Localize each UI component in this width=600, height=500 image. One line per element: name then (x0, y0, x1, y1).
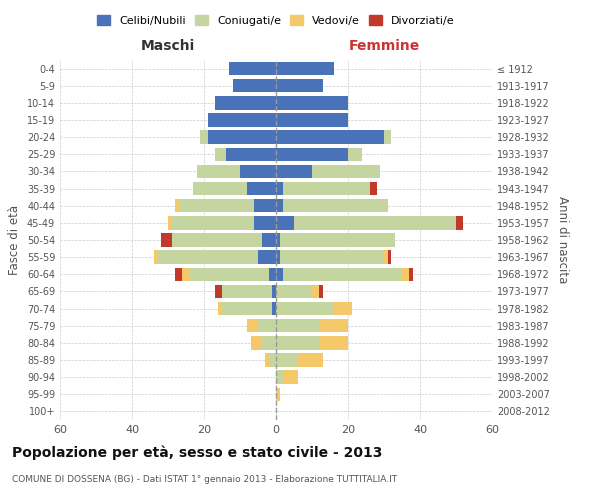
Bar (276, 268, 283, 281)
Bar (154, 250, 157, 264)
Bar (240, 164, 276, 178)
Bar (200, 130, 208, 144)
Bar (190, 268, 269, 281)
Bar (276, 148, 348, 161)
Bar (254, 216, 276, 230)
Text: Femmine: Femmine (349, 39, 419, 53)
Bar (172, 234, 262, 246)
Bar (193, 182, 247, 196)
Bar (272, 284, 276, 298)
Legend: Celibi/Nubili, Coniugati/e, Vedovi/e, Divorziati/e: Celibi/Nubili, Coniugati/e, Vedovi/e, Di… (93, 10, 459, 30)
Bar (175, 199, 179, 212)
Bar (276, 79, 323, 92)
Bar (262, 336, 276, 349)
Bar (215, 284, 222, 298)
Bar (233, 79, 276, 92)
Bar (229, 62, 276, 76)
Bar (312, 164, 380, 178)
Bar (294, 216, 456, 230)
Bar (283, 370, 298, 384)
Y-axis label: Fasce di età: Fasce di età (8, 205, 21, 275)
Bar (208, 130, 276, 144)
Bar (334, 302, 352, 316)
Bar (319, 336, 348, 349)
Bar (280, 250, 384, 264)
Bar (370, 182, 377, 196)
Bar (269, 354, 276, 366)
Bar (456, 216, 463, 230)
Bar (276, 182, 283, 196)
Bar (172, 216, 254, 230)
Bar (276, 114, 348, 126)
Bar (276, 302, 334, 316)
Bar (402, 268, 409, 281)
Bar (258, 250, 276, 264)
Bar (283, 268, 402, 281)
Bar (276, 216, 294, 230)
Bar (226, 148, 276, 161)
Bar (247, 182, 276, 196)
Bar (319, 284, 323, 298)
Bar (312, 284, 319, 298)
Bar (276, 234, 280, 246)
Bar (161, 234, 172, 246)
Bar (265, 354, 269, 366)
Bar (157, 250, 258, 264)
Bar (215, 96, 276, 110)
Bar (276, 388, 280, 401)
Text: Maschi: Maschi (141, 39, 195, 53)
Bar (197, 164, 240, 178)
Bar (276, 199, 283, 212)
Bar (276, 336, 319, 349)
Bar (175, 268, 182, 281)
Bar (276, 130, 384, 144)
Bar (182, 268, 190, 281)
Bar (168, 216, 172, 230)
Bar (251, 336, 262, 349)
Bar (384, 130, 391, 144)
Bar (215, 148, 226, 161)
Bar (276, 284, 312, 298)
Bar (222, 302, 272, 316)
Bar (388, 250, 391, 264)
Bar (247, 319, 258, 332)
Bar (269, 268, 276, 281)
Bar (179, 199, 254, 212)
Bar (254, 199, 276, 212)
Bar (258, 319, 276, 332)
Bar (384, 250, 388, 264)
Bar (409, 268, 413, 281)
Bar (319, 319, 348, 332)
Bar (276, 319, 319, 332)
Bar (276, 354, 298, 366)
Bar (222, 284, 272, 298)
Bar (218, 302, 222, 316)
Bar (280, 234, 395, 246)
Bar (348, 148, 362, 161)
Y-axis label: Anni di nascita: Anni di nascita (556, 196, 569, 284)
Bar (276, 164, 312, 178)
Bar (276, 96, 348, 110)
Bar (272, 302, 276, 316)
Bar (276, 250, 280, 264)
Bar (276, 62, 334, 76)
Bar (262, 234, 276, 246)
Text: COMUNE DI DOSSENA (BG) - Dati ISTAT 1° gennaio 2013 - Elaborazione TUTTITALIA.IT: COMUNE DI DOSSENA (BG) - Dati ISTAT 1° g… (12, 475, 397, 484)
Text: Popolazione per età, sesso e stato civile - 2013: Popolazione per età, sesso e stato civil… (12, 445, 382, 460)
Bar (283, 199, 388, 212)
Bar (276, 370, 283, 384)
Bar (283, 182, 370, 196)
Bar (208, 114, 276, 126)
Bar (298, 354, 323, 366)
